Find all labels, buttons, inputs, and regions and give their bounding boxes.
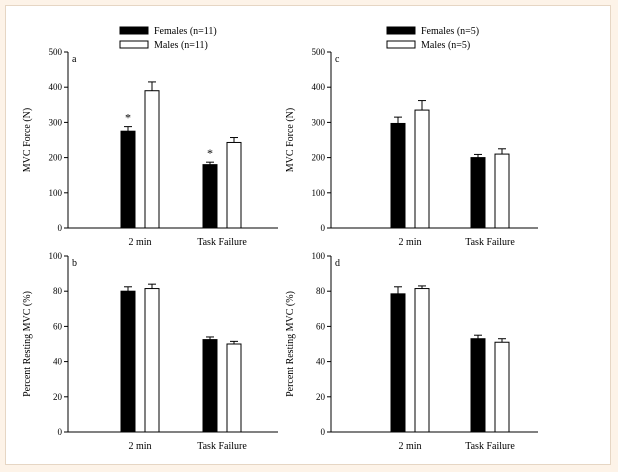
y-tick-label: 20 xyxy=(53,392,63,402)
y-tick-label: 300 xyxy=(312,117,326,127)
bar xyxy=(470,338,486,433)
legend-swatch xyxy=(119,26,149,35)
y-tick-label: 400 xyxy=(49,82,63,92)
y-tick-label: 100 xyxy=(312,251,326,261)
legend-swatch xyxy=(386,40,416,49)
significance-marker: * xyxy=(125,111,131,125)
x-category-label: Task Failure xyxy=(197,237,247,248)
panel-c: 0 100 200 300 400 500 c MVC Force (N) 2 min Task … xyxy=(285,26,538,248)
panel-letter: c xyxy=(335,54,340,65)
figure-frame xyxy=(5,5,611,465)
bar xyxy=(202,164,218,229)
bar xyxy=(390,293,406,433)
y-axis-label: Percent Resting MVC (%) xyxy=(22,291,33,397)
x-category-label: 2 min xyxy=(128,441,151,452)
y-tick-label: 80 xyxy=(316,286,326,296)
y-tick-label: 400 xyxy=(312,82,326,92)
y-tick-label: 100 xyxy=(49,251,63,261)
y-tick-label: 500 xyxy=(49,47,63,57)
bar xyxy=(144,288,160,433)
y-tick-label: 80 xyxy=(53,286,63,296)
y-tick-label: 20 xyxy=(316,392,326,402)
y-tick-label: 0 xyxy=(58,427,63,437)
bar xyxy=(494,341,510,433)
bar xyxy=(390,122,406,229)
legend-label: Males (n=5) xyxy=(421,40,470,51)
y-axis-label: MVC Force (N) xyxy=(22,108,33,172)
bar xyxy=(120,130,136,229)
bar xyxy=(470,157,486,229)
legend-label: Females (n=11) xyxy=(154,26,217,37)
y-axis-label: Percent Resting MVC (%) xyxy=(285,291,296,397)
y-tick-label: 0 xyxy=(321,427,326,437)
legend-label: Males (n=11) xyxy=(154,40,208,51)
panel-b: 0 20 40 60 80 100 b Percent Resting MVC (%) 2 mi… xyxy=(22,251,278,452)
y-tick-label: 300 xyxy=(49,117,63,127)
panel-letter: b xyxy=(72,258,77,269)
legend-label: Females (n=5) xyxy=(421,26,479,37)
y-tick-label: 40 xyxy=(53,357,63,367)
bar xyxy=(202,339,218,433)
x-category-label: Task Failure xyxy=(465,441,515,452)
y-tick-label: 100 xyxy=(312,188,326,198)
x-category-label: 2 min xyxy=(398,237,421,248)
y-tick-label: 0 xyxy=(321,223,326,233)
x-category-label: 2 min xyxy=(128,237,151,248)
bar xyxy=(494,153,510,229)
x-category-label: 2 min xyxy=(398,441,421,452)
y-tick-label: 60 xyxy=(316,321,326,331)
y-axis-label: MVC Force (N) xyxy=(285,108,296,172)
x-category-label: Task Failure xyxy=(197,441,247,452)
y-tick-label: 100 xyxy=(49,188,63,198)
y-tick-label: 40 xyxy=(316,357,326,367)
panel-letter: a xyxy=(72,54,77,65)
x-category-label: Task Failure xyxy=(465,237,515,248)
legend-swatch xyxy=(386,26,416,35)
significance-marker: * xyxy=(207,146,213,160)
bar xyxy=(144,90,160,229)
y-tick-label: 200 xyxy=(49,153,63,163)
bar xyxy=(226,141,242,229)
y-tick-label: 0 xyxy=(58,223,63,233)
bar xyxy=(120,290,136,433)
panel-a: 0 100 200 300 400 500 a MVC Force (N) 2 min Task … xyxy=(22,26,278,248)
bar xyxy=(226,343,242,433)
bar xyxy=(414,109,430,229)
bar xyxy=(414,288,430,433)
legend-swatch xyxy=(119,40,149,49)
y-tick-label: 60 xyxy=(53,321,63,331)
panel-d: 0 20 40 60 80 100 d Percent Resting MVC (%) 2 mi… xyxy=(285,251,538,452)
panel-letter: d xyxy=(335,258,340,269)
y-tick-label: 500 xyxy=(312,47,326,57)
y-tick-label: 200 xyxy=(312,153,326,163)
